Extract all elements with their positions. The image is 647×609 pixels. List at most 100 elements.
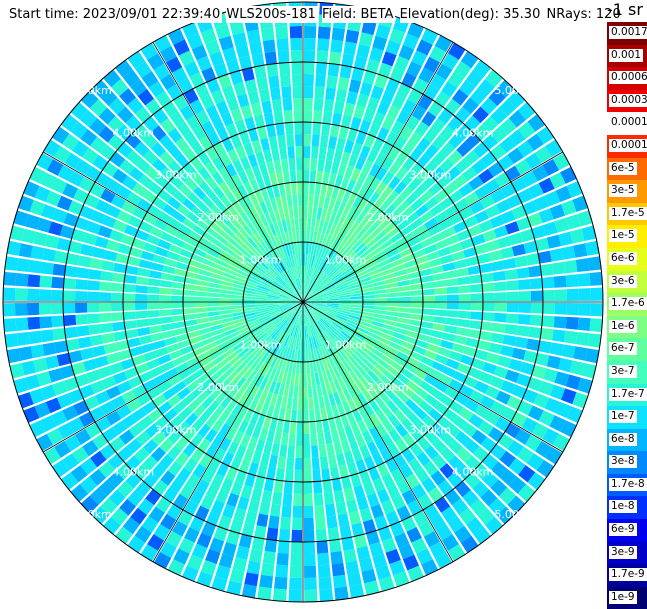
ppi-cell [296,349,301,362]
ppi-cell [428,258,442,268]
ppi-cell [340,176,350,190]
ppi-cell [251,269,263,278]
ppi-cell [423,56,441,73]
ppi-cell [229,70,244,85]
ppi-cell [213,526,228,542]
ppi-cell [343,548,357,563]
ppi-cell [458,285,471,294]
ppi-cell [148,81,165,98]
ppi-cell [182,351,196,362]
ppi-cell [115,60,133,78]
ppi-cell [351,67,365,82]
ppi-cell [183,131,198,147]
ppi-cell [584,240,600,256]
ppi-cell [211,576,228,592]
ppi-cell [284,347,291,360]
ppi-cell [277,134,287,148]
ppi-cell [192,463,207,479]
ppi-cell [98,107,116,125]
ppi-cell [208,282,221,289]
ppi-cell [473,60,491,78]
ppi-cell [52,328,66,341]
ppi-cell [235,344,247,355]
ppi-cell [482,229,497,242]
ppi-cell [485,385,500,400]
ppi-cell [63,212,79,227]
ppi-cell [106,178,122,194]
ppi-cell [123,311,136,321]
ppi-cell [381,156,394,171]
ppi-cell [249,342,261,353]
ppi-cell [220,250,233,260]
ppi-cell [521,417,538,434]
ppi-cell [186,554,204,571]
ppi-cell [398,291,411,297]
ppi-cell [409,313,423,321]
ppi-cell [490,461,508,478]
ppi-cell [290,182,297,195]
ppi-cell [537,340,552,354]
ppi-cell [380,354,394,366]
ppi-cell [110,194,126,209]
ppi-cell [260,27,275,42]
ppi-cell [102,426,119,443]
ppi-cell [52,208,68,224]
ppi-cell [135,431,151,446]
ppi-cell [437,246,452,257]
ppi-cell [89,406,106,422]
ppi-cell [111,507,129,526]
ppi-cell [212,156,225,171]
ppi-cell [257,126,268,140]
ppi-cell [517,188,533,204]
ppi-cell [260,336,271,347]
ppi-cell [90,136,107,154]
ppi-cell [401,253,415,263]
ppi-cell [375,24,391,40]
ppi-cell [393,237,407,248]
ppi-cell [283,110,293,123]
range-ring-label: 3.00km [155,169,197,182]
ppi-cell [219,362,232,374]
ppi-cell [517,400,533,416]
ppi-cell [101,260,116,272]
ppi-cell [273,356,282,370]
ppi-cell [185,271,199,280]
ppi-cell [103,516,121,535]
ppi-cell [149,226,164,238]
ppi-cell [498,99,517,117]
ppi-cell [276,276,286,286]
ppi-cell [490,260,505,272]
ppi-cell [226,58,240,74]
ppi-cell [516,325,530,337]
ppi-cell [590,303,603,317]
ppi-cell [480,272,494,283]
ppi-cell [367,148,379,163]
ppi-cell [273,343,282,356]
ppi-cell [410,393,424,406]
ppi-cell [448,133,464,149]
ppi-cell [235,249,247,260]
ppi-cell [177,387,191,400]
ppi-cell [222,503,236,519]
ppi-cell [484,410,500,426]
ppi-cell [251,326,263,335]
ppi-cell [434,380,449,393]
ppi-cell [313,110,323,123]
ppi-cell [126,398,142,413]
ppi-cell [225,351,238,363]
ppi-cell [304,38,316,51]
colorbar-cell: 1.7e-8 [607,473,647,497]
ppi-cell [368,241,381,253]
ppi-cell [430,329,444,339]
ppi-cell [386,484,401,499]
ppi-cell [445,278,459,287]
ppi-cell [219,289,232,295]
ppi-cell [458,310,471,319]
ppi-cell [303,74,315,87]
ppi-cell [268,454,278,468]
ppi-cell [219,152,232,167]
ppi-cell [143,242,158,254]
ppi-cell [100,188,116,204]
ppi-cell [439,125,455,141]
ppi-cell [290,255,296,268]
